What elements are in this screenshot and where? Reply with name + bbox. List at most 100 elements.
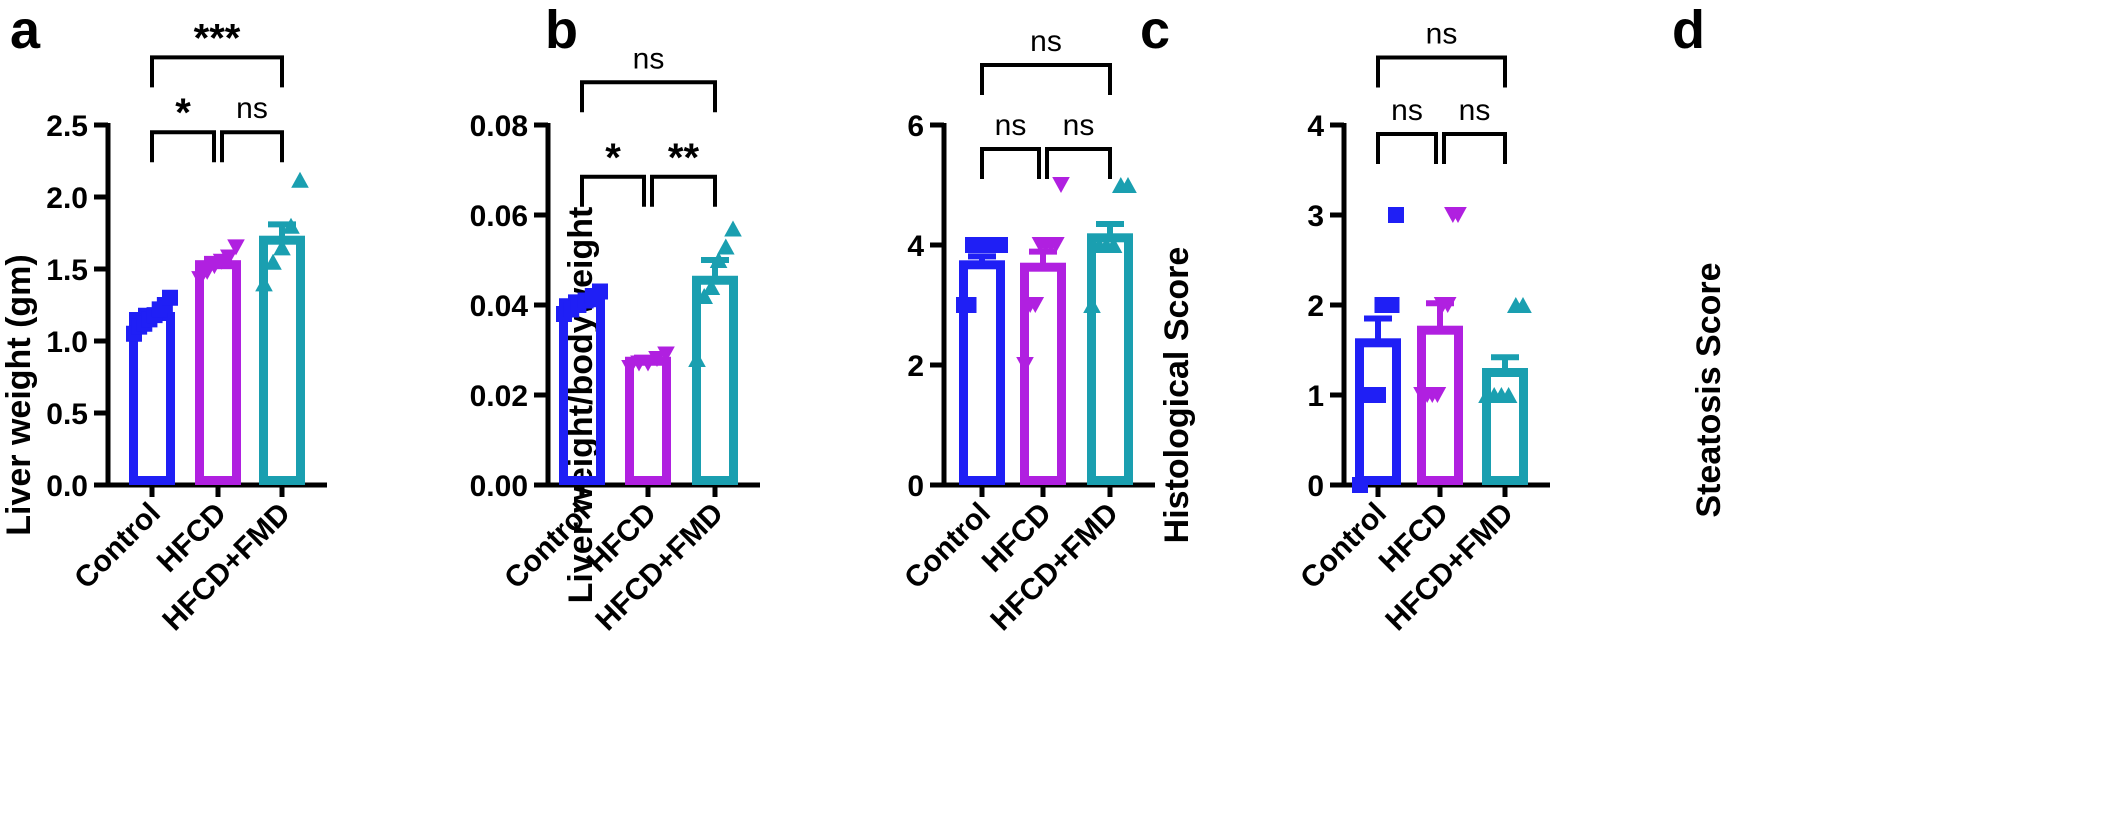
y-tick-label: 0.0 [46,470,88,503]
panel-a: a Liver weight (gm) 0.0 0.5 1.0 1.5 2.0 2.5 Co… [0,0,327,637]
y-tick-label: 0.00 [470,470,528,503]
y-tick-label: 1.5 [46,254,88,287]
data-point [960,297,977,313]
y-tick-label: 3 [1307,200,1324,233]
significance-bracket [1376,55,1507,88]
bar-hfcd-fmd [692,275,738,485]
significance-bracket [650,174,717,207]
significance-bracket [150,130,216,163]
data-point [621,360,639,376]
data-point [1119,177,1137,193]
significance-label: ns [1063,109,1095,142]
data-point [1104,237,1123,253]
data-point [1514,297,1532,313]
data-point [220,249,238,266]
y-tick-label: 0 [1307,470,1324,503]
data-point [1383,297,1400,313]
data-point [1449,207,1467,223]
significance-bracket [1376,132,1438,164]
significance-bracket [150,55,284,88]
y-tick-label: 4 [907,230,924,263]
bar-hfcd [625,356,671,485]
y-tick-label: 0.04 [470,290,529,323]
bar-hfcd [1417,325,1463,486]
panel-letter-a: a [10,0,41,60]
panel-d: d Steatosis Score 01234ControlHFCDHFCD+F… [1294,0,1728,637]
data-point [282,217,300,234]
panel-letter-b: b [545,0,578,60]
data-point [717,238,735,255]
panel-letter-c: c [1140,0,1170,60]
data-point [227,239,245,256]
significance-label: ns [1391,94,1423,127]
y-tick-label: 2.0 [46,182,88,215]
bar-hfcd-fmd [1087,233,1133,485]
significance-bracket [220,130,284,163]
data-point [657,346,675,363]
data-point [1438,297,1457,313]
significance-label: ns [1426,18,1458,51]
significance-bracket [980,63,1112,95]
data-point [1052,177,1070,193]
data-point [592,283,608,300]
y-tick-label: 6 [907,110,924,143]
significance-label: ns [236,92,268,125]
y-tick-label: 1 [1307,380,1324,413]
significance-bracket [1442,132,1507,164]
data-point [702,279,721,295]
data-point [162,289,178,306]
data-point [264,253,282,270]
data-point [1026,297,1045,313]
x-tick-label: Control [1294,497,1393,596]
y-axis-label-c: Histological Score [1158,247,1196,544]
y-tick-label: 0.08 [470,110,528,143]
y-tick-label: 0 [907,470,924,503]
significance-bracket [980,147,1041,179]
significance-label: *** [194,16,241,60]
data-point [1047,237,1065,253]
x-tick-label: Control [68,497,167,596]
panel-b: b Liver weight/bodyweight 0.00 0.02 0.04 0.… [470,0,760,637]
data-point [1083,297,1101,313]
data-point [648,351,666,367]
y-tick-label: 0.06 [470,200,528,233]
panel-letter-d: d [1672,0,1705,60]
y-tick-label: 2 [1307,290,1324,323]
significance-label: ** [668,136,700,180]
data-point [724,220,742,237]
bar-control [1355,338,1401,485]
data-point [1352,477,1368,493]
plot-area-b: 0.000.020.040.060.08ControlHFCDHFCD+FMDn… [470,42,760,637]
data-point [639,355,657,372]
data-point [1016,357,1034,373]
significance-label: * [605,136,621,180]
y-axis-label-d: Steatosis Score [1690,262,1728,517]
data-point [255,275,273,292]
data-point [688,351,706,367]
significance-label: ns [1030,25,1062,58]
data-point [1388,207,1404,223]
significance-bracket [580,174,646,207]
bar-hfcd-fmd [1482,368,1528,485]
significance-label: ns [995,109,1027,142]
y-axis-label-b: Liver weight/bodyweight [562,207,600,604]
data-point [273,239,291,256]
significance-bracket [1045,147,1112,179]
plot-area-a: 0.00.51.01.52.02.5ControlHFCDHFCD+FMD***… [46,16,327,637]
y-tick-label: 2.5 [46,110,88,143]
data-point [1428,387,1447,403]
y-axis-label-a: Liver weight (gm) [0,254,38,535]
panel-c: c Histological Score 0246ControlHFCDHFCD… [898,0,1196,637]
significance-label: ns [633,42,665,75]
data-point [1370,387,1386,403]
data-point [291,171,309,188]
significance-label: * [175,91,191,135]
data-point [695,288,713,304]
y-tick-label: 1.0 [46,326,88,359]
bar-hfcd-fmd [259,235,305,485]
significance-label: ns [1459,94,1491,127]
bar-hfcd [195,260,241,485]
y-tick-label: 0.02 [470,380,528,413]
y-tick-label: 2 [907,350,924,383]
